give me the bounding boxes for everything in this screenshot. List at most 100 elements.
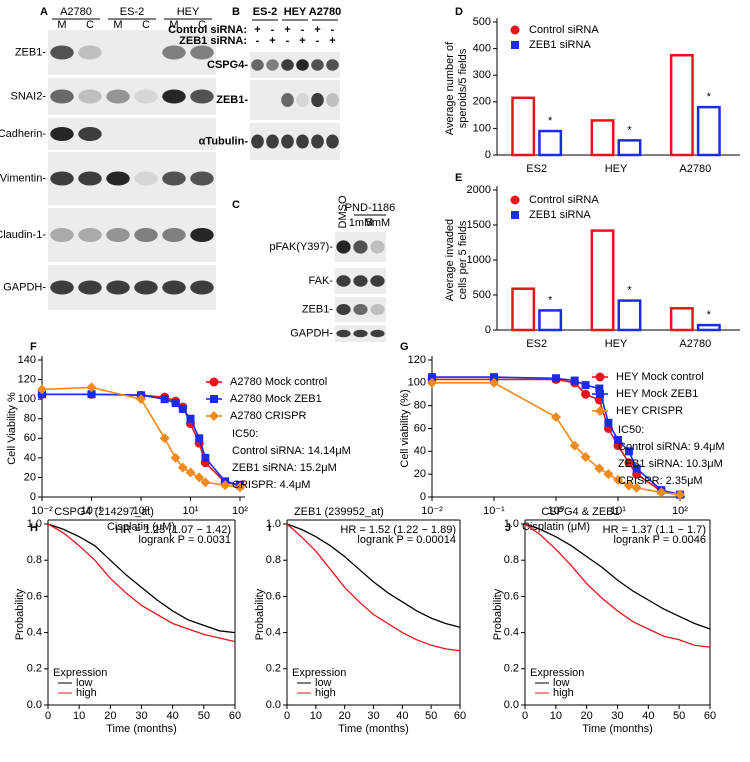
marker	[159, 433, 170, 444]
y-tick-label: 500	[473, 289, 491, 301]
y-tick-label: 100	[18, 393, 36, 405]
annotation: logrank P = 0.00014	[357, 534, 456, 546]
cell-line-label: ES-2	[120, 6, 144, 18]
x-axis-label: Cisplatin (μM)	[522, 521, 590, 533]
marker	[185, 467, 196, 478]
marker	[201, 453, 210, 462]
y-axis-label: Average invaded	[444, 219, 456, 301]
x-tick-label: ES2	[526, 338, 547, 350]
marker	[178, 404, 187, 413]
marker	[614, 435, 622, 444]
blot-band	[353, 329, 368, 338]
x-tick-label: 10⁻²	[31, 505, 53, 517]
significance-mark: *	[627, 124, 632, 136]
annotation: logrank P = 0.0046	[614, 534, 706, 546]
legend-marker	[209, 411, 219, 421]
blot-band	[326, 134, 339, 149]
blot-band	[78, 89, 102, 104]
chart-title: CSPG4 (214297_at)	[54, 506, 154, 518]
x-axis-label: Cisplatin (μM)	[107, 521, 175, 533]
blot-background	[48, 30, 216, 75]
marker	[177, 462, 188, 473]
y-tick-label: 0.2	[266, 663, 281, 675]
blot-band	[353, 304, 368, 315]
blot-band	[336, 240, 351, 254]
blot-row-label: GAPDH-	[290, 327, 333, 339]
legend-label: A2780 CRISPR	[230, 410, 306, 422]
blot-band	[50, 127, 74, 141]
x-tick-label: 10⁰	[548, 505, 565, 517]
marker	[604, 418, 613, 427]
x-tick-label: 0	[522, 710, 528, 722]
y-tick-label: 0.4	[27, 627, 42, 639]
y-tick-label: 80	[24, 413, 36, 425]
x-axis-label: Time (months)	[338, 723, 409, 735]
marker	[631, 482, 642, 493]
marker	[581, 389, 591, 399]
survival-curve	[47, 523, 236, 634]
bar	[669, 307, 694, 332]
legend-label: low	[553, 677, 570, 689]
annotation: CRISPR: 2.35μM	[618, 475, 703, 487]
marker	[220, 480, 231, 491]
y-tick-label: 0	[485, 149, 491, 161]
marker	[194, 472, 205, 483]
marker	[195, 434, 204, 443]
panel-label: J	[505, 522, 511, 534]
legend-label: high	[315, 687, 336, 699]
blot-background	[48, 265, 216, 310]
blot-band	[370, 304, 385, 315]
blot-row-label: ZEB1-	[216, 94, 248, 106]
y-tick-label: 0	[420, 491, 426, 503]
x-tick-label: 10¹	[610, 505, 626, 517]
lane-label: C	[198, 19, 206, 31]
x-tick-label: 50	[425, 710, 437, 722]
lane-label: C	[86, 19, 94, 31]
legend-marker	[595, 406, 605, 416]
blot-band	[106, 280, 130, 295]
y-tick-label: 40	[414, 445, 426, 457]
legend-marker	[510, 195, 520, 205]
condition-label: Control siRNA:	[168, 24, 247, 36]
y-tick-label: 100	[408, 377, 426, 389]
x-tick-label: A2780	[679, 338, 711, 350]
marker	[551, 412, 561, 423]
bar	[511, 287, 536, 332]
x-tick-label: 30	[611, 710, 623, 722]
x-tick-label: 30	[367, 710, 379, 722]
marker	[552, 374, 560, 383]
blot-band	[311, 59, 324, 71]
y-tick-label: 120	[18, 373, 36, 385]
legend-label: high	[553, 687, 574, 699]
y-tick-label: 40	[24, 452, 36, 464]
blot-band	[311, 93, 324, 107]
cell-line-label: A2780	[309, 6, 341, 18]
survival-curve	[286, 523, 461, 628]
blot-band	[50, 45, 74, 60]
blot-band	[353, 275, 368, 287]
cell-line-label: ES-2	[253, 6, 277, 18]
survival-curve	[524, 523, 711, 630]
x-tick-label: 10⁻¹	[483, 505, 505, 517]
marker	[86, 382, 97, 393]
blot-band	[50, 89, 74, 104]
blot-background	[250, 80, 340, 120]
blot-band	[78, 228, 102, 242]
y-tick-label: 0.0	[27, 699, 42, 711]
bar	[511, 96, 536, 157]
y-axis-label: Probability	[492, 588, 504, 640]
significance-mark: *	[627, 285, 632, 297]
blot-band	[134, 171, 158, 186]
chart-title: CSPG4 & ZEB1	[541, 506, 619, 518]
y-tick-label: 200	[473, 96, 491, 108]
treatment-label: DMSO	[337, 195, 349, 228]
legend-label: A2780 Mock ZEB1	[230, 393, 322, 405]
y-tick-label: 0.0	[504, 699, 519, 711]
marker	[624, 447, 633, 456]
blot-band	[78, 280, 102, 295]
y-tick-label: 0.6	[27, 590, 42, 602]
legend-label: Control siRNA	[529, 194, 599, 206]
bar	[696, 105, 721, 157]
blot-row-label: pFAK(Y397)-	[269, 241, 333, 253]
sign: -	[286, 35, 290, 47]
